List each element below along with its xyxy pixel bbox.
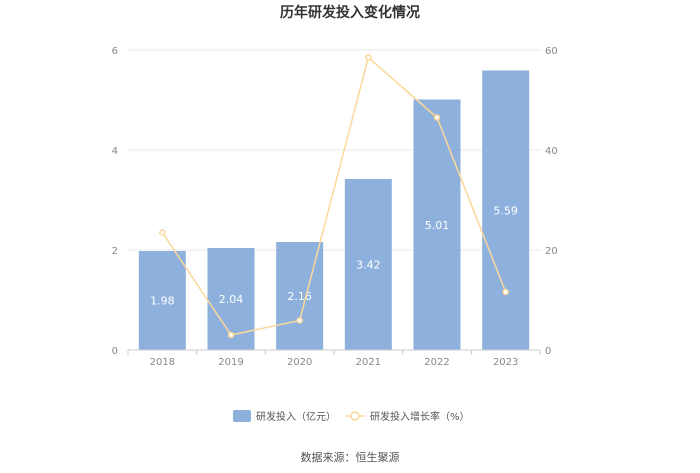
legend-bar-swatch [233, 410, 251, 422]
growth-line-series [159, 54, 509, 339]
grid-lines [128, 49, 540, 251]
bar-value-label: 5.59 [493, 204, 518, 217]
x-axis-tick-label: 2022 [424, 357, 449, 368]
bar-value-label: 2.16 [287, 290, 312, 303]
growth-point[interactable] [159, 229, 166, 236]
left-axis-tick-label: 4 [112, 146, 118, 157]
chart-title: 历年研发投入变化情况 [280, 4, 420, 21]
growth-line [161, 56, 507, 336]
bar-value-label: 5.01 [425, 219, 450, 232]
left-axis-tick-label: 6 [112, 46, 118, 57]
x-axis-tick-label: 2019 [218, 357, 243, 368]
growth-point[interactable] [296, 317, 303, 324]
x-axis-tick-label: 2018 [150, 357, 175, 368]
growth-point[interactable] [365, 54, 372, 61]
bar[interactable] [482, 70, 530, 351]
right-axis-tick-label: 0 [545, 346, 551, 357]
bar[interactable] [344, 179, 392, 350]
growth-point[interactable] [433, 114, 441, 121]
bar[interactable] [138, 251, 186, 350]
left-axis-ticks: 0 2 4 6 [112, 46, 118, 357]
legend-line-marker [350, 411, 360, 421]
right-axis-tick-label: 20 [545, 246, 558, 257]
bar[interactable] [413, 99, 461, 351]
x-axis: 2018 2019 2020 2021 2022 2023 [127, 349, 541, 368]
left-axis-tick-label: 2 [112, 246, 118, 257]
bar-value-label: 2.04 [219, 293, 244, 306]
left-axis-tick-label: 0 [112, 346, 118, 357]
legend[interactable]: 研发投入（亿元） 研发投入增长率（%） [233, 410, 470, 423]
right-axis-tick-label: 40 [545, 146, 558, 157]
legend-line-label: 研发投入增长率（%） [370, 410, 470, 423]
right-axis-ticks: 0 20 40 60 [545, 46, 558, 357]
x-axis-tick-label: 2020 [287, 357, 312, 368]
right-axis-tick-label: 60 [545, 46, 558, 57]
bar-series: 1.98 2.04 2.16 3.42 5.01 5.59 [138, 70, 530, 351]
growth-point[interactable] [227, 331, 235, 339]
growth-point[interactable] [502, 288, 509, 296]
bar-value-label: 3.42 [356, 259, 381, 272]
bar-value-label: 1.98 [150, 295, 175, 308]
legend-bar-label: 研发投入（亿元） [256, 410, 336, 423]
x-axis-tick-label: 2021 [356, 357, 381, 368]
source-note: 数据来源：恒生聚源 [301, 450, 400, 464]
x-axis-tick-label: 2023 [493, 357, 518, 368]
